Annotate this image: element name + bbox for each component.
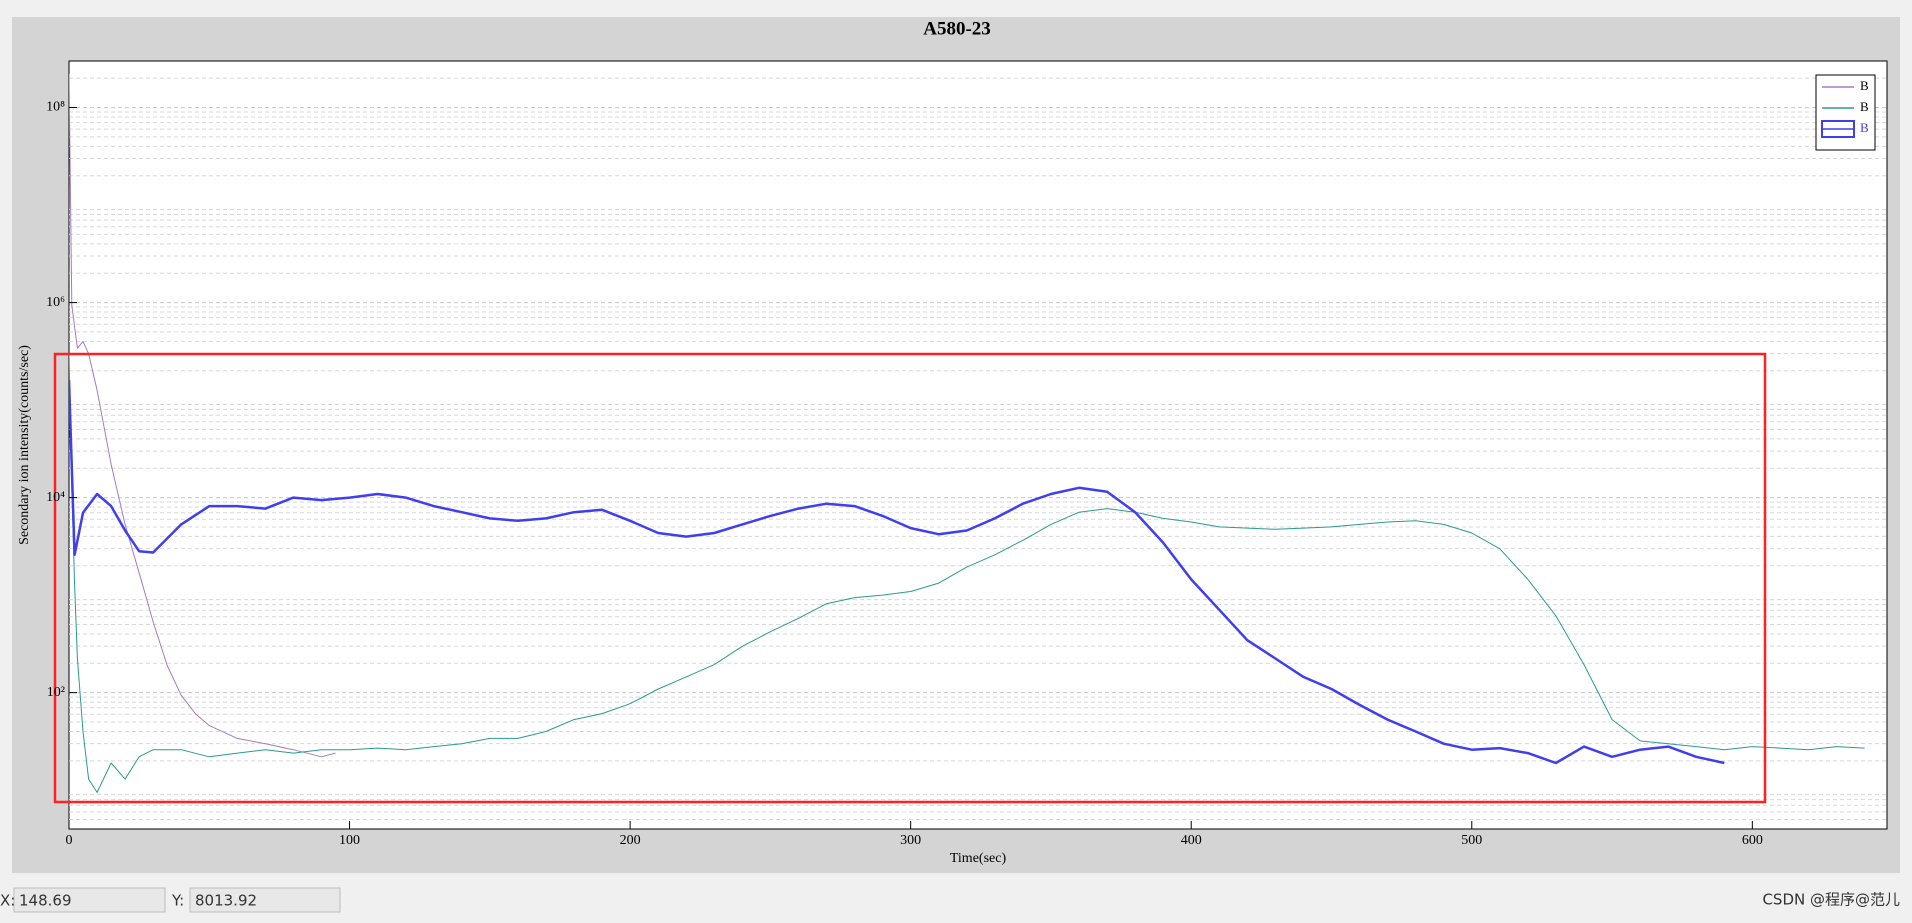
x-field-value: 148.69 — [19, 892, 72, 910]
y-tick-label: 10⁴ — [46, 490, 65, 505]
data-line — [69, 74, 336, 758]
x-tick-label: 0 — [66, 833, 73, 848]
data-line — [69, 353, 1865, 793]
legend-label: B — [1860, 99, 1869, 114]
highlight-box — [53, 352, 1767, 804]
x-field-label: X: — [0, 892, 15, 910]
legend: BBB — [1815, 74, 1876, 151]
x-tick-label: 400 — [1181, 833, 1202, 848]
plot-area — [68, 60, 1888, 830]
y-field-label: Y: — [171, 892, 184, 910]
x-field[interactable] — [13, 887, 166, 913]
x-tick-label: 100 — [339, 833, 360, 848]
x-tick-label: 300 — [900, 833, 921, 848]
chart-title: A580-23 — [923, 18, 991, 39]
plot-layer — [69, 74, 1887, 821]
watermark: CSDN @程序@范儿 — [1762, 891, 1900, 909]
x-tick-label: 500 — [1461, 833, 1482, 848]
x-axis-label: Time(sec) — [950, 851, 1007, 866]
legend-label: B — [1860, 78, 1869, 93]
y-axis-label: Secondary ion intensity(counts/sec) — [17, 345, 32, 545]
x-tick-label: 200 — [620, 833, 641, 848]
y-tick-label: 10⁶ — [46, 295, 65, 310]
y-field[interactable] — [189, 887, 341, 913]
y-tick-label: 10² — [47, 685, 65, 700]
y-field-value: 8013.92 — [195, 892, 257, 910]
x-tick-label: 600 — [1742, 833, 1763, 848]
legend-label: B — [1860, 120, 1869, 135]
y-tick-label: 10⁸ — [46, 100, 65, 115]
data-line — [69, 380, 1725, 765]
